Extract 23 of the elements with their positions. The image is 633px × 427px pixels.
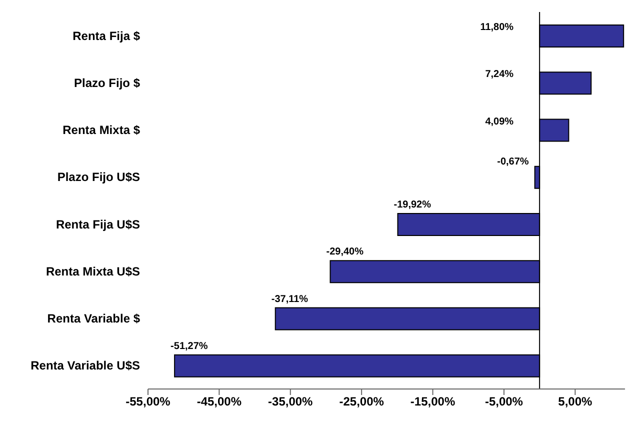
data-label: -37,11%	[271, 294, 308, 305]
y-tick-label: Renta Fija U$S	[56, 217, 140, 232]
y-tick-label: Renta Variable $	[47, 312, 140, 326]
data-label: 11,80%	[480, 22, 514, 33]
data-label: 7,24%	[485, 69, 514, 80]
y-tick-label: Renta Mixta U$S	[46, 264, 140, 278]
data-label: 4,09%	[485, 116, 514, 128]
x-tick-label: -25,00%	[339, 394, 384, 409]
x-tick-label: -45,00%	[196, 394, 242, 409]
x-tick-label: -55,00%	[126, 394, 171, 409]
x-tick-label: -35,00%	[268, 394, 314, 409]
data-label: -29,40%	[326, 246, 364, 258]
x-tick-label: 5,00%	[558, 394, 593, 409]
y-tick-label: Renta Fija $	[72, 28, 140, 43]
y-tick-label: Plazo Fijo $	[74, 76, 140, 90]
data-label: -0,67%	[497, 156, 529, 168]
data-label: -19,92%	[394, 200, 432, 210]
y-tick-label: Renta Variable U$S	[30, 358, 140, 373]
x-tick-label: -5,00%	[484, 394, 524, 409]
x-tick-label: -15,00%	[410, 394, 456, 409]
data-label: -51,27%	[170, 340, 208, 352]
y-tick-label: Renta Mixta $	[62, 123, 140, 138]
y-tick-label: Plazo Fijo U$S	[57, 170, 140, 184]
